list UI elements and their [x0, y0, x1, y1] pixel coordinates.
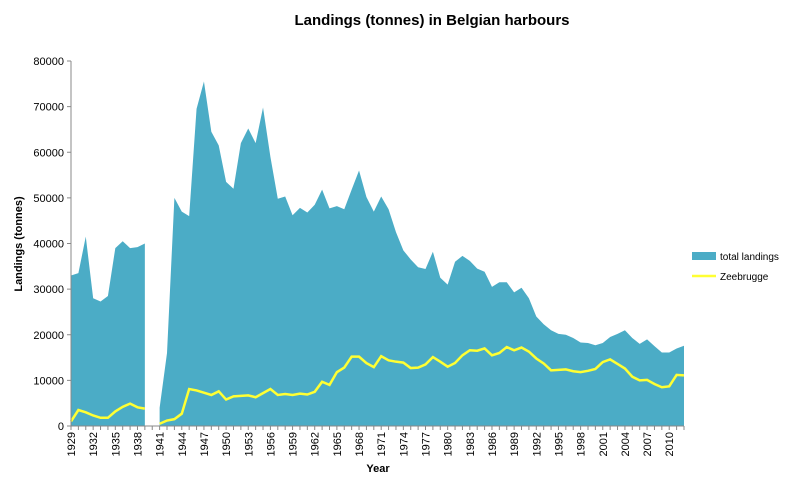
legend-label-total-landings: total landings	[720, 252, 779, 263]
legend-swatch-total-landings	[692, 252, 716, 260]
x-tick-label: 1950	[221, 432, 233, 456]
legend: total landings Zeebrugge	[692, 252, 779, 283]
x-tick-label: 1935	[110, 432, 122, 456]
legend-label-zeebrugge: Zeebrugge	[720, 272, 769, 283]
x-tick-label: 1992	[531, 432, 543, 456]
y-tick-label: 40000	[33, 239, 64, 251]
x-tick-label: 1929	[66, 432, 78, 456]
x-tick-label: 1965	[332, 432, 344, 456]
x-tick-label: 2004	[620, 432, 632, 456]
y-tick-label: 50000	[33, 193, 64, 205]
x-tick-label: 1959	[288, 432, 300, 456]
x-tick-label: 1995	[553, 432, 565, 456]
x-tick-label: 1947	[199, 432, 211, 456]
x-axis-label: Year	[366, 463, 390, 475]
x-tick-label: 1983	[465, 432, 477, 456]
y-tick-label: 80000	[33, 56, 64, 68]
x-tick-label: 1989	[509, 432, 521, 456]
y-axis-label: Landings (tonnes)	[13, 196, 25, 292]
x-tick-label: 1962	[310, 432, 322, 456]
y-tick-label: 70000	[33, 102, 64, 114]
x-tick-label: 1968	[354, 432, 366, 456]
y-tick-label: 10000	[33, 375, 64, 387]
y-tick-label: 0	[58, 421, 64, 433]
area-total-landings-segment-0	[71, 236, 145, 426]
line-zeebrugge-segment-0	[69, 402, 146, 423]
x-tick-label: 2010	[664, 432, 676, 456]
area-total-landings-segment-1	[159, 81, 684, 426]
x-tick-label: 1977	[421, 432, 433, 456]
x-tick-label: 2001	[598, 432, 610, 456]
x-tick-label: 1998	[576, 432, 588, 456]
x-tick-label: 1980	[443, 432, 455, 456]
y-tick-label: 60000	[33, 147, 64, 159]
y-tick-label: 20000	[33, 330, 64, 342]
x-tick-label: 1956	[265, 432, 277, 456]
x-tick-label: 2007	[642, 432, 654, 456]
y-tick-label: 30000	[33, 284, 64, 296]
line-zeebrugge-segment-1	[159, 345, 685, 425]
x-tick-label: 1932	[88, 432, 100, 456]
x-tick-label: 1938	[132, 432, 144, 456]
x-tick-label: 1971	[376, 432, 388, 456]
x-tick-label: 1953	[243, 432, 255, 456]
x-tick-label: 1944	[177, 432, 189, 456]
x-tick-label: 1941	[155, 432, 167, 456]
plot-area: 0 10000 20000 30000 40000 50000 60000 70000 8000…	[33, 56, 685, 456]
x-tick-label: 1974	[398, 432, 410, 456]
x-tick-label: 1986	[487, 432, 499, 456]
chart-title: Landings (tonnes) in Belgian harbours	[294, 12, 569, 29]
